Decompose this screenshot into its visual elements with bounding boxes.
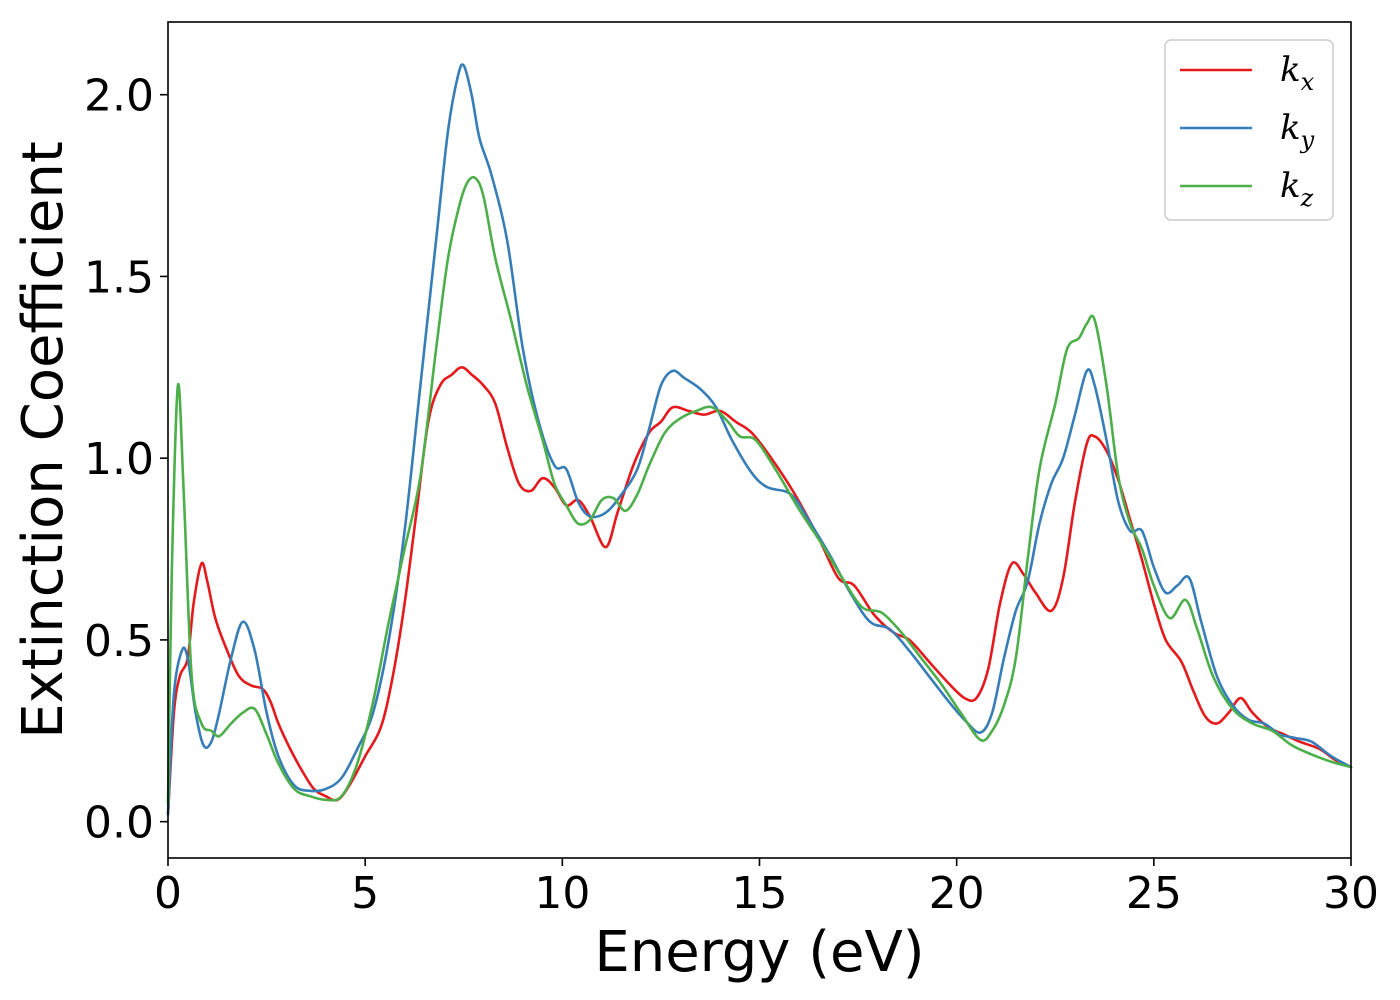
legend-label-base: k — [1280, 166, 1301, 206]
x-tick-label: 30 — [1323, 868, 1379, 919]
legend-label-subscript: y — [1300, 126, 1315, 154]
y-tick-label: 0.5 — [84, 616, 154, 667]
x-axis: 0 5 10 15 20 25 30 — [154, 858, 1379, 919]
series-line-z — [166, 175, 1353, 805]
legend-box — [1164, 39, 1334, 221]
y-tick-label: 1.5 — [84, 252, 154, 303]
series-line-x — [166, 366, 1353, 816]
y-tick-label: 0.0 — [84, 798, 154, 849]
legend-label-subscript: x — [1301, 68, 1315, 96]
x-tick-label: 20 — [929, 868, 985, 919]
x-tick-label: 5 — [351, 868, 379, 919]
series-layer — [166, 63, 1353, 816]
y-axis-title: Extinction Coefficient — [11, 141, 76, 739]
y-axis: 0.0 0.5 1.0 1.5 2.0 — [84, 71, 168, 849]
x-tick-label: 25 — [1126, 868, 1182, 919]
legend-label-y: ky — [1280, 108, 1315, 154]
y-tick-label: 1.0 — [84, 434, 154, 485]
legend-label-base: k — [1280, 50, 1301, 90]
legend-label-base: k — [1280, 108, 1301, 148]
x-tick-label: 10 — [534, 868, 590, 919]
legend-label-x: kx — [1280, 50, 1315, 96]
x-tick-label: 15 — [732, 868, 788, 919]
y-tick-label: 2.0 — [84, 71, 154, 122]
legend-label-z: kz — [1280, 166, 1314, 212]
x-axis-title: Energy (eV) — [594, 920, 924, 985]
x-tick-label: 0 — [154, 868, 182, 919]
legend-label-subscript: z — [1300, 184, 1314, 212]
